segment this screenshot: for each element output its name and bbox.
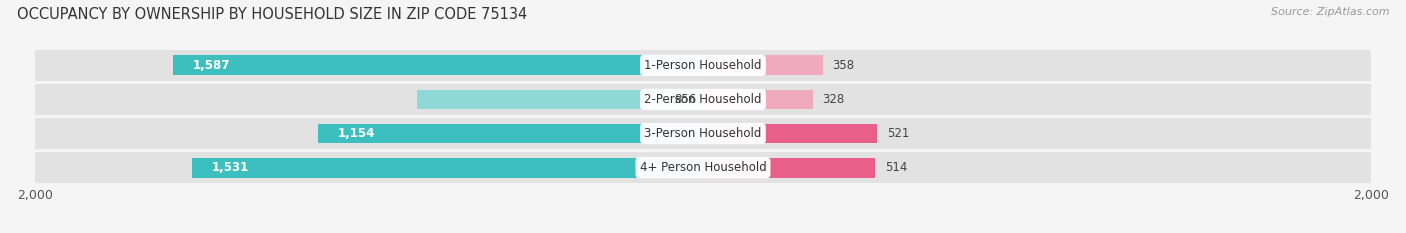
Bar: [703, 55, 823, 75]
Text: 521: 521: [887, 127, 910, 140]
Bar: [703, 158, 875, 178]
Bar: [703, 124, 877, 144]
Bar: [191, 158, 703, 178]
Text: 3-Person Household: 3-Person Household: [644, 127, 762, 140]
Bar: [703, 89, 813, 109]
Text: 4+ Person Household: 4+ Person Household: [640, 161, 766, 174]
Text: Source: ZipAtlas.com: Source: ZipAtlas.com: [1271, 7, 1389, 17]
Text: OCCUPANCY BY OWNERSHIP BY HOUSEHOLD SIZE IN ZIP CODE 75134: OCCUPANCY BY OWNERSHIP BY HOUSEHOLD SIZE…: [17, 7, 527, 22]
Bar: [35, 152, 1371, 183]
Bar: [418, 89, 703, 109]
Text: 358: 358: [832, 59, 855, 72]
Bar: [35, 50, 1371, 81]
Bar: [35, 118, 1371, 149]
Text: 1,531: 1,531: [212, 161, 249, 174]
Text: 1,154: 1,154: [337, 127, 375, 140]
Text: 514: 514: [884, 161, 907, 174]
Text: 328: 328: [823, 93, 845, 106]
Text: 856: 856: [673, 93, 696, 106]
Text: 1-Person Household: 1-Person Household: [644, 59, 762, 72]
Bar: [318, 124, 703, 144]
Text: 2-Person Household: 2-Person Household: [644, 93, 762, 106]
Text: 1,587: 1,587: [193, 59, 231, 72]
Bar: [35, 84, 1371, 115]
Bar: [173, 55, 703, 75]
